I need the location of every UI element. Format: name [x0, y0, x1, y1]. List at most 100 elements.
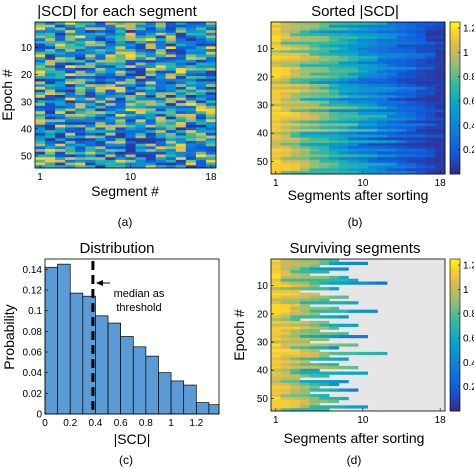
heatmap-cell	[319, 95, 330, 99]
heatmap-cell	[271, 377, 282, 381]
heatmap-cell	[300, 106, 311, 110]
heatmap-cell	[165, 67, 177, 72]
heatmap-cell	[367, 148, 378, 152]
heatmap-cell	[185, 95, 197, 99]
heatmap-cell	[367, 114, 378, 119]
heatmap-cell	[105, 149, 116, 153]
heatmap-cell	[95, 95, 106, 99]
heatmap-cell	[338, 114, 349, 119]
heatmap-cell	[338, 109, 349, 113]
heatmap-cell	[45, 119, 56, 123]
heatmap-cell	[155, 84, 167, 88]
heatmap-cell	[319, 47, 330, 51]
heatmap-cell	[300, 346, 311, 350]
heatmap-cell	[135, 51, 147, 55]
heatmap-cell	[45, 95, 56, 99]
heatmap-cell	[435, 92, 446, 96]
heatmap-cell	[309, 95, 320, 99]
heatmap-cell	[377, 134, 388, 138]
heatmap-cell	[358, 126, 369, 130]
heatmap-cell	[280, 64, 291, 68]
heatmap-cell	[85, 70, 96, 74]
heatmap-cell	[155, 105, 167, 109]
heatmap-cell	[65, 132, 76, 136]
heatmap-cell	[185, 92, 197, 96]
colorbar-tick-label: 0.4	[463, 358, 474, 369]
heatmap-cell	[290, 329, 301, 333]
heatmap-cell	[348, 162, 359, 166]
heatmap-cell	[35, 97, 46, 101]
heatmap-cell	[35, 157, 46, 161]
heatmap-cell	[290, 131, 301, 135]
colorbar-segment	[450, 98, 460, 103]
heatmap-cell	[425, 75, 436, 79]
heatmap-cell	[319, 36, 330, 40]
heatmap-cell	[280, 281, 291, 285]
heatmap-cell	[290, 100, 301, 105]
heatmap-cell	[387, 58, 398, 62]
heatmap-cell	[271, 78, 282, 82]
heatmap-cell	[358, 405, 369, 409]
heatmap-cell	[155, 122, 167, 126]
heatmap-cell	[271, 306, 282, 311]
heatmap-cell	[155, 54, 167, 58]
heatmap-cell	[185, 140, 197, 145]
heatmap-cell	[55, 24, 66, 28]
heatmap-cell	[338, 371, 349, 375]
heatmap-cell	[65, 116, 76, 120]
heatmap-cell	[165, 124, 177, 128]
heatmap-cell	[85, 57, 96, 61]
heatmap-cell	[195, 35, 207, 39]
heatmap-cell	[205, 119, 217, 123]
heatmap-cell	[387, 100, 398, 105]
heatmap-cell	[319, 320, 330, 325]
heatmap-cell	[309, 346, 320, 350]
heatmap-cell	[338, 36, 349, 40]
heatmap-cell	[309, 261, 320, 266]
heatmap-cell	[205, 138, 217, 142]
heatmap-cell	[271, 298, 282, 302]
heatmap-cell	[125, 54, 136, 58]
heatmap-cell	[271, 81, 282, 85]
heatmap-cell	[65, 84, 76, 88]
heatmap-cell	[367, 52, 378, 57]
heatmap-cell	[165, 43, 177, 47]
y-tick-label: 40	[21, 124, 33, 135]
heatmap-cell	[435, 159, 446, 164]
heatmap-cell	[115, 84, 126, 88]
heatmap-cell	[338, 69, 349, 74]
heatmap-cell	[319, 83, 330, 88]
heatmap-cell	[95, 22, 106, 26]
heatmap-cell	[115, 27, 126, 31]
heatmap-cell	[338, 103, 349, 107]
y-tick-label: 0	[36, 410, 42, 421]
heatmap-cell	[205, 154, 217, 158]
heatmap-cell	[406, 44, 417, 48]
heatmap-cell	[358, 44, 369, 48]
heatmap-cell	[435, 148, 446, 152]
histogram-bar	[132, 346, 147, 415]
heatmap-cell	[358, 81, 369, 85]
heatmap-cell	[367, 126, 378, 130]
heatmap-cell	[45, 57, 56, 61]
heatmap-a-cells	[35, 22, 217, 169]
panel-d-ylabel: Epoch #	[231, 309, 247, 361]
heatmap-cell	[115, 154, 126, 158]
heatmap-cell	[145, 119, 157, 123]
heatmap-cell	[35, 92, 46, 96]
heatmap-cell	[435, 103, 446, 107]
heatmap-cell	[271, 98, 282, 102]
heatmap-cell	[280, 92, 291, 96]
heatmap-cell	[175, 111, 187, 115]
heatmap-cell	[348, 92, 359, 96]
heatmap-cell	[358, 47, 369, 51]
heatmap-cell	[135, 22, 147, 26]
heatmap-cell	[280, 67, 291, 71]
heatmap-cell	[396, 92, 407, 96]
heatmap-cell	[165, 76, 177, 80]
heatmap-cell	[309, 354, 320, 358]
heatmap-cell	[309, 312, 320, 316]
heatmap-cell	[55, 127, 66, 131]
heatmap-cell	[416, 148, 427, 152]
heatmap-cell	[425, 165, 436, 169]
